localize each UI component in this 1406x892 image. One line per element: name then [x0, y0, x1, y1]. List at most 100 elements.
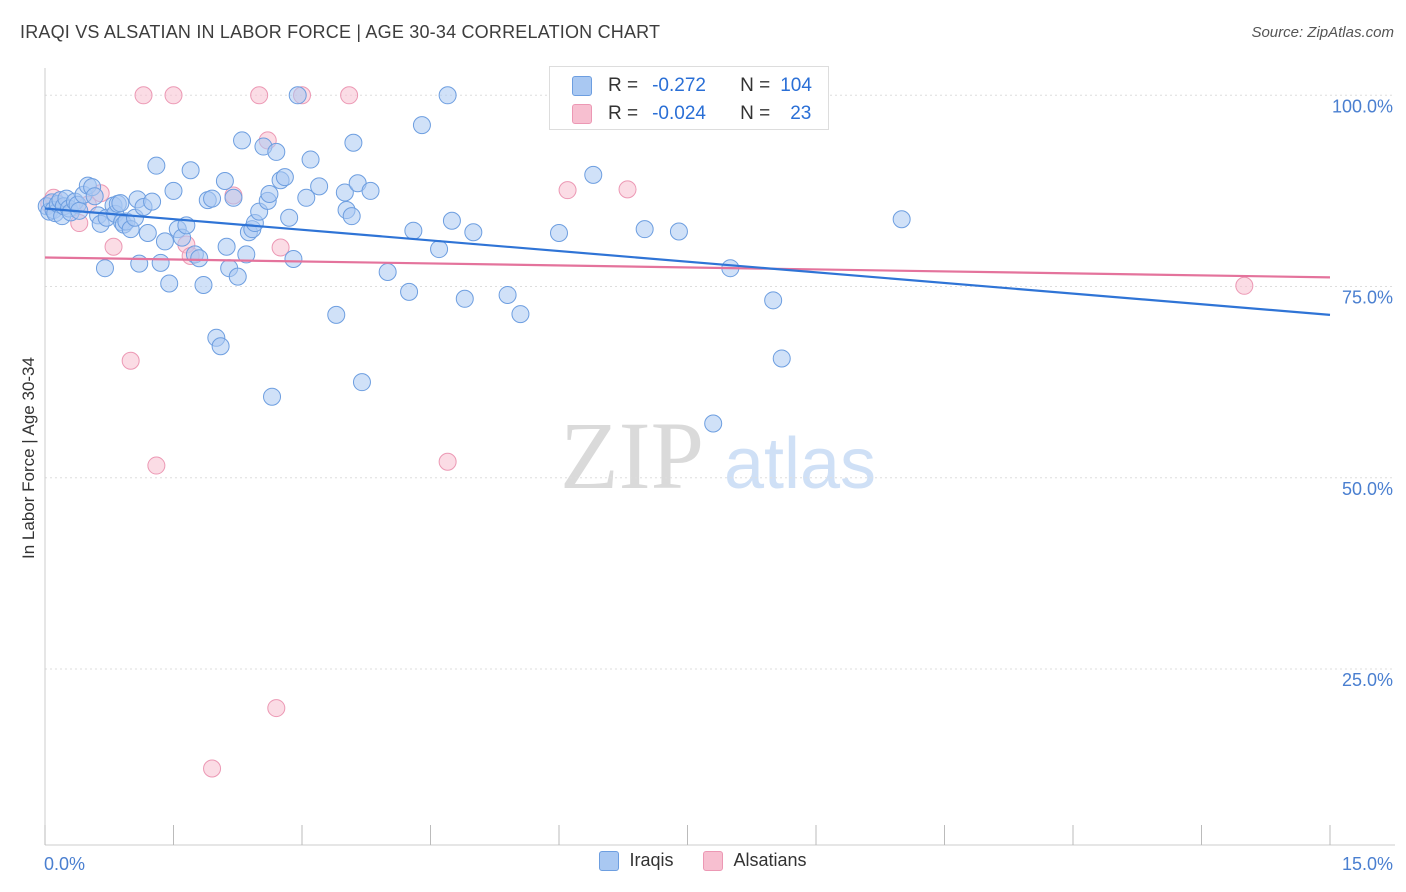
iraqi-point — [335, 183, 354, 202]
iraqi-point — [228, 267, 247, 286]
iraqi-point — [275, 168, 294, 187]
iraqi-point — [260, 184, 279, 203]
iraqi-point — [400, 282, 419, 301]
iraqi-point — [297, 188, 316, 207]
iraqi-point — [498, 285, 517, 304]
iraqi-point — [85, 187, 104, 206]
legend-r-label-alsatian: R = — [608, 103, 639, 124]
legend-row-alsatian: R = -0.024 N = 23 — [572, 103, 811, 125]
alsatian-point — [147, 456, 166, 475]
iraqi-point — [378, 263, 397, 282]
iraqi-point — [442, 211, 461, 230]
iraqi-point — [772, 349, 791, 368]
iraqi-point — [404, 221, 423, 240]
iraqi-point — [111, 194, 130, 213]
legend-row-iraqi: R = -0.272 N = 104 — [572, 75, 812, 97]
alsatian-point — [134, 86, 153, 105]
alsatian-point — [618, 180, 637, 199]
iraqi-point — [438, 86, 457, 105]
iraqi-point — [130, 254, 149, 273]
y-axis-label: In Labor Force | Age 30-34 — [19, 357, 38, 559]
iraqi-point — [511, 305, 530, 324]
iraqi-point — [430, 240, 449, 259]
alsatian-point — [558, 181, 577, 200]
legend-swatch-iraqi — [572, 76, 592, 96]
iraqi-point — [217, 237, 236, 256]
alsatian-point — [203, 759, 222, 778]
legend-n-label-iraqi: N = — [740, 75, 771, 96]
iraqi-point — [550, 224, 568, 242]
iraqi-trend-line — [44, 207, 1331, 316]
iraqi-point — [280, 208, 299, 227]
iraqi-point — [211, 337, 230, 356]
alsatian-point — [104, 237, 123, 256]
y-tick-label: 50.0% — [1342, 479, 1393, 499]
alsatian-trend-line — [44, 256, 1331, 279]
iraqi-point — [455, 289, 474, 308]
alsatian-point — [121, 351, 140, 370]
y-tick-label: 75.0% — [1342, 288, 1393, 308]
iraqi-point — [704, 414, 723, 433]
legend-r-value-alsatian: -0.024 — [652, 103, 706, 124]
legend-n-value-iraqi: 104 — [780, 75, 812, 96]
iraqi-point — [233, 131, 252, 150]
iraqi-point — [352, 373, 371, 392]
iraqi-point — [194, 276, 213, 295]
iraqi-point — [892, 210, 911, 229]
iraqi-point — [635, 220, 654, 239]
iraqi-point — [301, 150, 320, 169]
series-legend: Iraqis Alsatians — [0, 850, 1406, 871]
legend-label-iraqis: Iraqis — [629, 850, 674, 870]
legend-n-value-alsatian: 23 — [790, 103, 812, 124]
iraqi-point — [160, 274, 179, 293]
iraqi-point — [190, 249, 209, 268]
y-tick-label: 100.0% — [1332, 96, 1393, 116]
alsatian-point — [271, 238, 290, 257]
alsatian-point — [340, 86, 359, 105]
iraqi-point — [310, 177, 329, 196]
legend-item-alsatians[interactable]: Alsatians — [703, 850, 807, 871]
axis-layer — [44, 68, 1395, 846]
legend-r-value-iraqi: -0.272 — [652, 75, 706, 96]
iraqi-point — [181, 161, 200, 180]
iraqi-point — [669, 222, 688, 241]
legend-swatch-alsatians — [703, 850, 724, 871]
iraqi-point — [464, 223, 483, 242]
iraqi-point — [138, 224, 157, 242]
alsatian-point — [250, 86, 269, 105]
x-tick-label: 15.0% — [1342, 854, 1393, 874]
iraqi-point — [327, 305, 346, 324]
iraqi-point — [155, 232, 174, 251]
chart-title: IRAQI VS ALSATIAN IN LABOR FORCE | AGE 3… — [20, 22, 661, 42]
iraqi-point — [288, 86, 307, 105]
iraqi-point — [344, 133, 363, 152]
iraqi-point — [263, 387, 282, 406]
iraqi-point — [203, 189, 222, 208]
iraqi-point — [224, 188, 243, 207]
iraqi-point — [151, 253, 170, 272]
iraqi-point — [584, 165, 603, 184]
legend-swatch-alsatian — [572, 104, 592, 124]
legend-r-label-iraqi: R = — [608, 75, 639, 96]
iraqi-point — [764, 291, 783, 310]
iraqi-point — [143, 192, 162, 211]
watermark-zip: ZIP — [560, 402, 704, 509]
x-tick-label: 0.0% — [44, 854, 85, 874]
source-credit: Source: ZipAtlas.com — [1251, 24, 1394, 41]
iraqi-point — [412, 116, 431, 135]
iraqi-point — [284, 250, 303, 269]
iraqi-point — [164, 181, 183, 200]
iraqi-point — [147, 156, 166, 175]
alsatian-point — [1235, 276, 1254, 295]
legend-item-iraqis[interactable]: Iraqis — [599, 850, 673, 871]
alsatian-point — [267, 699, 286, 718]
trend-lines — [44, 207, 1331, 316]
iraqi-point — [215, 171, 234, 190]
watermark-atlas: atlas — [724, 424, 876, 504]
iraqi-point — [237, 245, 256, 264]
legend-n-label-alsatian: N = — [740, 103, 771, 124]
correlation-legend: R = -0.272 N = 104 R = -0.024 N = 23 — [549, 66, 829, 130]
grid-layer — [45, 94, 1395, 670]
iraqi-point — [361, 181, 380, 200]
